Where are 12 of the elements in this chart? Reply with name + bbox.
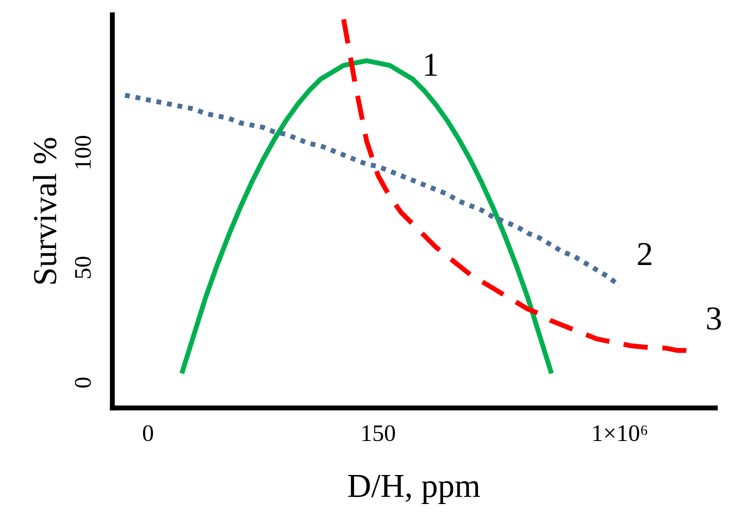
series-label: 3 [707,307,721,330]
x-tick-label: 1×10⁶ [593,425,648,442]
line-series [122,92,622,288]
series-label: 2 [638,242,652,266]
series-label: 1 [425,54,437,76]
y-tick-label: 0 [74,378,91,388]
x-tick-label: 150 [362,425,395,442]
y-axis-title: Survival % [32,138,56,284]
y-tick-label: 50 [74,256,91,278]
y-tick-label: 100 [74,136,91,168]
x-tick-label: 0 [143,425,154,442]
x-axis-title: D/H, ppm [348,474,480,504]
